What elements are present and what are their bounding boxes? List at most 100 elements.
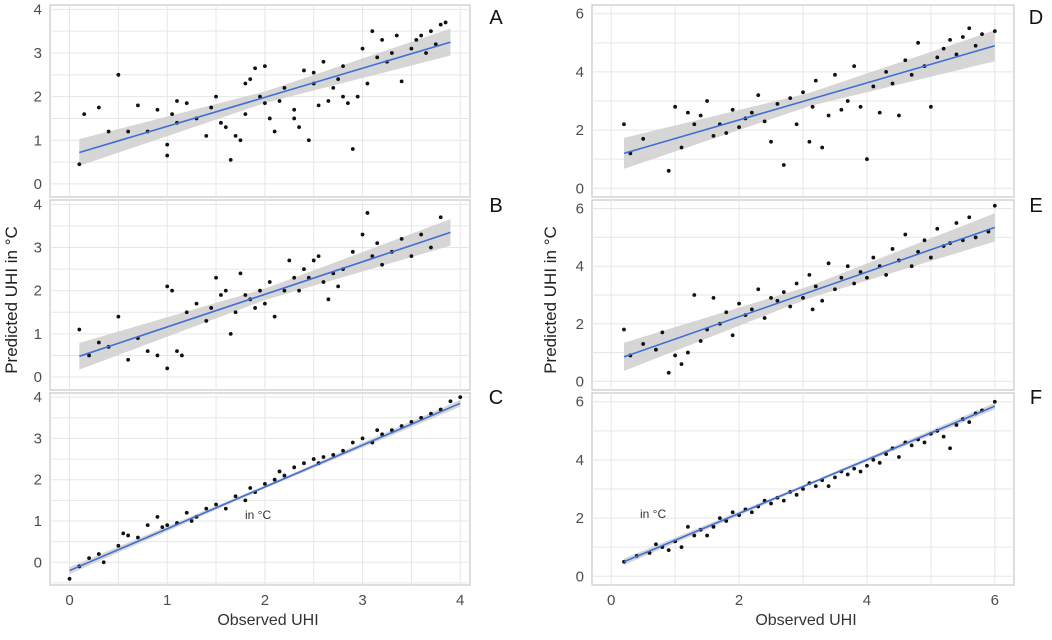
- data-point-a-63: [419, 33, 424, 38]
- data-point-c-26: [277, 469, 282, 474]
- data-point-a-30: [262, 101, 267, 106]
- data-point-a-29: [262, 64, 267, 68]
- data-point-a-66: [433, 42, 438, 47]
- data-point-e-5: [666, 370, 671, 375]
- data-point-c-20: [233, 494, 238, 499]
- data-point-b-30: [272, 314, 277, 319]
- x-tick-label: 6: [991, 592, 999, 609]
- data-point-e-15: [730, 333, 735, 338]
- data-point-d-32: [845, 99, 850, 103]
- data-point-c-41: [399, 424, 404, 428]
- data-point-d-51: [967, 26, 972, 31]
- data-point-c-42: [409, 420, 414, 424]
- data-point-a-4: [116, 72, 121, 77]
- data-point-d-2: [641, 136, 646, 141]
- data-point-a-43: [321, 59, 326, 64]
- data-point-a-56: [380, 38, 384, 42]
- data-point-c-15: [189, 519, 194, 523]
- data-point-a-36: [292, 107, 297, 112]
- data-point-b-23: [238, 271, 243, 276]
- data-point-b-18: [214, 275, 218, 280]
- panel-letter-c: C: [489, 387, 503, 409]
- data-point-b-38: [316, 254, 321, 259]
- data-point-f-31: [833, 475, 837, 480]
- data-point-f-55: [992, 399, 997, 404]
- data-point-e-18: [749, 307, 754, 312]
- data-point-a-22: [233, 134, 238, 138]
- x-tick-label: 4: [863, 592, 871, 609]
- data-point-c-17: [204, 506, 209, 511]
- data-point-b-14: [184, 310, 189, 315]
- y-tick-label: 6: [576, 394, 584, 411]
- data-point-b-47: [370, 254, 375, 259]
- y-tick-label: 4: [576, 258, 584, 275]
- data-point-b-22: [233, 310, 238, 315]
- data-point-a-21: [228, 158, 233, 162]
- data-point-d-54: [992, 29, 997, 34]
- data-point-b-24: [243, 293, 248, 297]
- data-point-b-51: [399, 236, 404, 241]
- y-tick-label: 2: [34, 283, 42, 300]
- regression-line-a: [79, 41, 451, 154]
- data-point-f-28: [813, 484, 818, 488]
- data-point-e-24: [788, 304, 793, 309]
- data-point-e-53: [967, 215, 972, 220]
- data-point-b-2: [96, 340, 101, 345]
- data-point-a-38: [302, 68, 306, 73]
- data-point-f-21: [769, 501, 773, 506]
- data-point-f-38: [877, 460, 882, 465]
- data-point-b-16: [204, 319, 209, 323]
- data-point-c-43: [419, 415, 424, 420]
- data-point-d-52: [973, 43, 978, 48]
- y-tick-label: 2: [576, 316, 584, 333]
- data-point-f-52: [967, 420, 972, 424]
- data-point-d-47: [941, 46, 946, 51]
- data-point-d-10: [711, 134, 716, 138]
- y-tick-label: 6: [576, 6, 584, 23]
- data-point-c-3: [96, 552, 101, 556]
- data-point-e-26: [801, 295, 805, 300]
- data-point-a-42: [316, 103, 321, 108]
- data-point-a-49: [346, 101, 350, 106]
- data-point-f-26: [801, 487, 805, 491]
- data-point-f-9: [692, 533, 697, 538]
- data-point-d-31: [839, 107, 844, 112]
- data-point-d-43: [916, 40, 920, 45]
- data-point-b-34: [297, 288, 301, 293]
- data-point-d-37: [877, 110, 882, 115]
- data-point-b-26: [253, 306, 258, 310]
- data-point-f-33: [845, 472, 850, 477]
- data-point-e-30: [820, 298, 825, 303]
- data-point-a-62: [414, 38, 419, 42]
- data-point-a-59: [394, 33, 399, 38]
- data-point-d-42: [909, 72, 914, 77]
- data-point-b-4: [116, 314, 121, 319]
- y-tick-label: 4: [576, 452, 584, 469]
- data-point-a-16: [204, 134, 209, 138]
- data-point-e-43: [903, 232, 908, 237]
- panel-letter-f: F: [1030, 387, 1042, 409]
- data-point-a-20: [223, 125, 228, 130]
- data-point-a-44: [326, 99, 331, 103]
- data-point-a-6: [136, 103, 140, 108]
- x-tick-label: 1: [163, 592, 171, 609]
- data-point-a-8: [155, 107, 160, 112]
- y-tick-label: 2: [34, 89, 42, 106]
- data-point-c-35: [350, 440, 355, 445]
- data-point-a-1: [82, 112, 87, 116]
- data-point-c-30: [311, 457, 316, 461]
- data-point-f-23: [781, 498, 786, 503]
- data-point-a-67: [438, 22, 443, 27]
- annotation-panel-c: in °C: [245, 508, 271, 522]
- data-point-b-32: [287, 258, 292, 263]
- panel-c: 0 1 2 3 4 0 1 2 3 4 C: [34, 387, 504, 609]
- y-tick-label: 0: [34, 176, 42, 193]
- data-point-d-36: [871, 84, 876, 89]
- data-point-f-5: [666, 548, 671, 552]
- data-point-e-34: [845, 264, 850, 269]
- data-point-a-18: [214, 94, 218, 99]
- data-point-a-45: [331, 86, 336, 90]
- data-point-c-4: [101, 560, 106, 565]
- regression-line-e: [623, 226, 996, 358]
- data-point-d-19: [769, 139, 773, 144]
